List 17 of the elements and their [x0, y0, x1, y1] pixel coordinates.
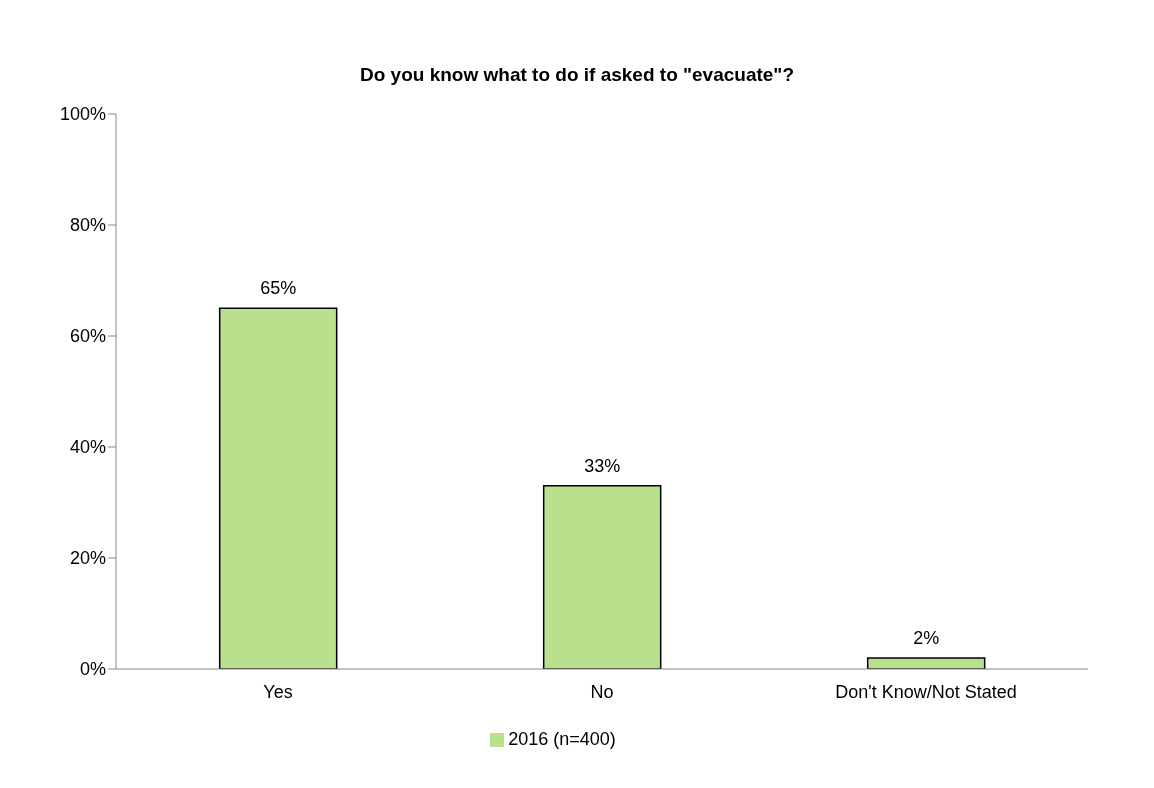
- y-tick-label: 0%: [79, 659, 106, 680]
- data-label: 65%: [260, 278, 297, 299]
- x-tick-label: No: [590, 681, 614, 702]
- bar: [866, 657, 986, 669]
- chart-title: Do you know what to do if asked to "evacuate"?: [359, 64, 795, 86]
- bar: [218, 307, 338, 669]
- y-tick-label: 60%: [69, 326, 106, 347]
- x-tick-label: Yes: [263, 681, 293, 702]
- y-tick-label: 100%: [59, 104, 106, 125]
- y-tick-label: 80%: [69, 215, 106, 236]
- bar: [542, 485, 662, 669]
- legend-label: 2016 (n=400): [508, 729, 616, 749]
- x-tick-label: Don't Know/Not Stated: [835, 681, 1017, 702]
- data-label: 2%: [913, 627, 940, 648]
- data-label: 33%: [584, 455, 621, 476]
- y-tick-label: 20%: [69, 548, 106, 569]
- y-tick-label: 40%: [69, 437, 106, 458]
